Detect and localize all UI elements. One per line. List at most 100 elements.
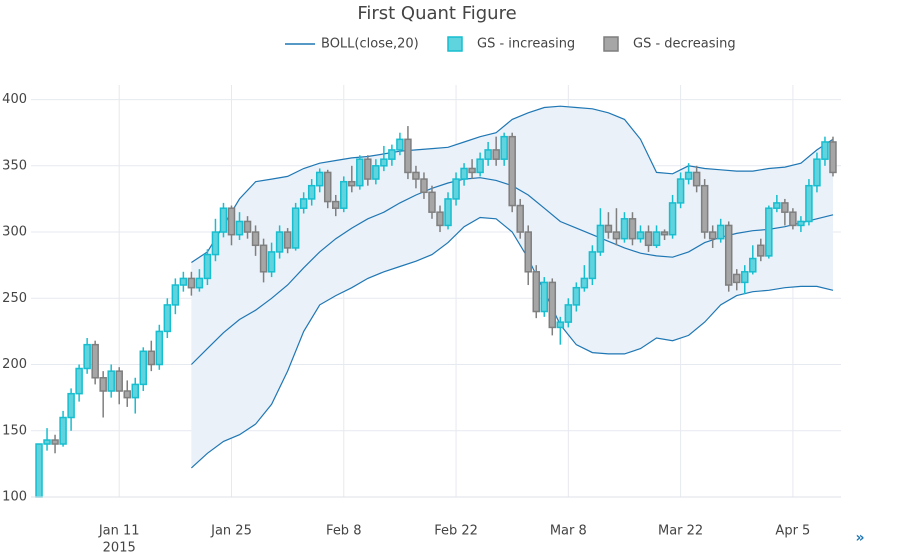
candle-body [195,277,204,289]
candle-body [628,218,637,240]
candle-body [556,321,565,329]
candle-body [516,204,524,233]
candle-body [99,377,107,392]
candle-body [219,207,228,233]
boll-lower [190,216,834,469]
candle-body [299,198,308,209]
candle-body [372,165,380,180]
candle-body [821,141,829,160]
candle-body [765,207,773,257]
candle-body [396,138,404,151]
candle-body [267,251,276,273]
candle-body [596,224,605,253]
candle-body [789,211,797,227]
candle-body [59,416,67,445]
candle-body [123,390,131,399]
candle-body [668,202,677,236]
x-tick-label: Jan 25 [210,524,252,539]
candle-body [757,244,765,257]
candle-body [356,158,364,187]
candle-body [211,231,220,256]
candle-body [548,281,557,329]
candle-body [275,231,284,253]
candle-body [139,350,148,386]
candle-body [749,257,757,273]
candle-body [805,184,813,223]
candle-body [652,231,661,247]
candle-body [452,178,460,200]
candle-body [604,224,613,233]
candle-body [708,231,717,240]
candle-body [307,184,316,200]
candle-body [51,439,59,445]
candle-body [620,218,629,240]
legend-swatch [447,36,463,52]
legend-label: GS - increasing [477,37,575,52]
candle-body [500,135,508,160]
candle-body [340,180,348,209]
x-tick-sublabel: 2015 [103,541,136,553]
nav-arrow[interactable]: » [855,530,864,546]
candle-body [428,191,436,213]
legend-label: GS - decreasing [633,37,736,52]
candle-body [380,158,388,167]
candle-body [540,281,549,313]
candle-body [829,141,837,174]
candle-body [291,207,300,249]
x-tick-label: Mar 8 [550,524,587,539]
candle-body [468,167,476,174]
candle-body [107,370,115,392]
chart-title: First Quant Figure [357,3,516,24]
candle-body [732,273,741,284]
x-tick-label: Feb 8 [326,524,361,539]
candle-body [259,244,268,273]
x-tick-label: Mar 22 [658,524,703,539]
candle-body [43,439,51,445]
y-tick-label: 200 [2,357,27,372]
x-tick-label: Apr 5 [775,524,810,539]
candle-body [644,231,653,247]
candle-body [83,343,91,370]
candle-body [532,271,540,313]
y-tick-label: 250 [2,291,27,306]
candle-body [741,271,749,284]
candle-body [508,135,516,207]
candle-body [147,350,156,366]
candle-body [716,224,725,240]
candle-body [171,284,180,306]
candle-body [684,171,693,180]
candle-body [797,220,805,227]
candle-body [580,277,589,289]
x-tick-label: Feb 22 [434,524,478,539]
candle-body [75,367,83,395]
y-tick-label: 100 [2,490,27,505]
candle-body [564,304,573,323]
candle-body [203,253,212,280]
candle-body [91,343,99,379]
candle-body [781,202,789,213]
candle-body [227,207,236,236]
y-tick-label: 350 [2,158,27,173]
candle-body [323,171,332,203]
candle-body [364,158,372,180]
x-tick-label: Jan 11 [98,524,140,539]
candle-body [588,251,597,280]
candle-body [67,392,75,419]
legend-swatch [603,36,619,52]
candle-body [187,277,196,289]
candle-body [460,167,468,180]
candle-body [813,158,821,187]
candle-body [676,178,685,204]
candle-body [420,178,428,194]
candle-body [660,231,669,236]
y-tick-label: 400 [2,92,27,107]
candle-body [388,149,396,160]
candle-body [444,198,452,227]
candle-body [283,231,292,249]
candle-body [115,370,123,392]
candle-body [179,277,188,286]
candle-body [692,171,701,187]
candle-body [412,171,420,180]
candle-body [155,330,164,366]
